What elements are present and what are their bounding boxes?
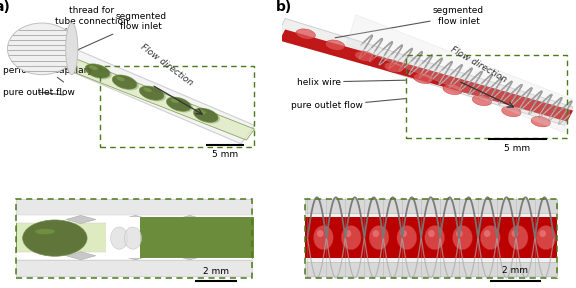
Bar [100, 66, 255, 147]
Bar [17, 199, 252, 215]
Text: segmented
flow inlet: segmented flow inlet [335, 6, 484, 38]
Ellipse shape [22, 220, 87, 256]
Text: pure outlet flow: pure outlet flow [291, 98, 406, 111]
Ellipse shape [296, 29, 316, 39]
Text: 5 mm: 5 mm [211, 150, 238, 159]
Ellipse shape [140, 87, 166, 101]
Bar [17, 260, 252, 276]
Text: perforated capillary: perforated capillary [3, 66, 93, 82]
Bar [406, 55, 567, 138]
Ellipse shape [89, 65, 98, 70]
Bar [17, 199, 252, 278]
Ellipse shape [313, 226, 334, 250]
Ellipse shape [317, 230, 324, 237]
Ellipse shape [511, 230, 518, 237]
Text: 2 mm: 2 mm [502, 266, 528, 275]
Ellipse shape [113, 75, 139, 90]
Bar [17, 215, 252, 223]
Text: pure outlet flow: pure outlet flow [3, 88, 74, 97]
Ellipse shape [425, 226, 445, 250]
Ellipse shape [540, 230, 546, 237]
Text: 5 mm: 5 mm [504, 144, 530, 153]
Ellipse shape [373, 230, 379, 237]
Bar [17, 252, 252, 260]
Ellipse shape [143, 88, 152, 92]
Text: b): b) [276, 0, 293, 14]
Ellipse shape [66, 23, 78, 75]
Bar [17, 217, 252, 258]
Ellipse shape [170, 98, 179, 103]
Bar [105, 217, 141, 258]
Ellipse shape [355, 51, 374, 61]
Ellipse shape [111, 227, 128, 249]
Ellipse shape [456, 230, 463, 237]
Polygon shape [54, 54, 255, 140]
Ellipse shape [369, 226, 389, 250]
Ellipse shape [414, 73, 433, 84]
Text: a): a) [0, 0, 10, 14]
Ellipse shape [341, 226, 361, 250]
Ellipse shape [508, 226, 528, 250]
Text: segmented
flow inlet: segmented flow inlet [72, 12, 166, 52]
Ellipse shape [384, 62, 404, 73]
Bar [305, 262, 556, 276]
Ellipse shape [400, 230, 407, 237]
Polygon shape [347, 15, 573, 133]
Ellipse shape [35, 229, 55, 234]
Bar [305, 199, 556, 278]
Bar [17, 199, 252, 278]
Ellipse shape [124, 227, 142, 249]
Ellipse shape [112, 75, 137, 89]
Ellipse shape [397, 226, 417, 250]
Ellipse shape [194, 109, 220, 124]
Polygon shape [120, 252, 150, 260]
Polygon shape [175, 215, 204, 223]
Ellipse shape [85, 64, 110, 78]
Polygon shape [46, 42, 255, 144]
Ellipse shape [167, 98, 193, 113]
Ellipse shape [116, 76, 125, 81]
Ellipse shape [139, 86, 164, 100]
Ellipse shape [166, 97, 191, 111]
Text: Flow direction: Flow direction [449, 45, 509, 84]
Bar [305, 199, 556, 213]
Bar [305, 217, 556, 258]
Ellipse shape [198, 109, 206, 114]
Bar [135, 217, 254, 258]
Ellipse shape [536, 226, 556, 250]
Polygon shape [279, 29, 573, 122]
Ellipse shape [472, 95, 492, 106]
Text: thread for
tube connection: thread for tube connection [40, 6, 129, 41]
Text: helix wire: helix wire [297, 77, 406, 86]
Ellipse shape [531, 116, 551, 127]
Ellipse shape [7, 23, 77, 75]
Ellipse shape [484, 230, 490, 237]
Ellipse shape [86, 65, 112, 79]
Polygon shape [120, 215, 150, 223]
Ellipse shape [453, 226, 472, 250]
Ellipse shape [443, 84, 463, 95]
Ellipse shape [194, 108, 218, 122]
Ellipse shape [428, 230, 435, 237]
Polygon shape [66, 215, 96, 223]
Polygon shape [66, 252, 96, 260]
Text: 2 mm: 2 mm [203, 267, 229, 276]
Ellipse shape [344, 230, 351, 237]
Bar [305, 199, 556, 278]
Ellipse shape [480, 226, 500, 250]
Ellipse shape [325, 40, 345, 50]
Polygon shape [175, 252, 204, 260]
Polygon shape [276, 18, 573, 125]
Text: Flow direction: Flow direction [139, 42, 195, 88]
Ellipse shape [502, 106, 521, 117]
